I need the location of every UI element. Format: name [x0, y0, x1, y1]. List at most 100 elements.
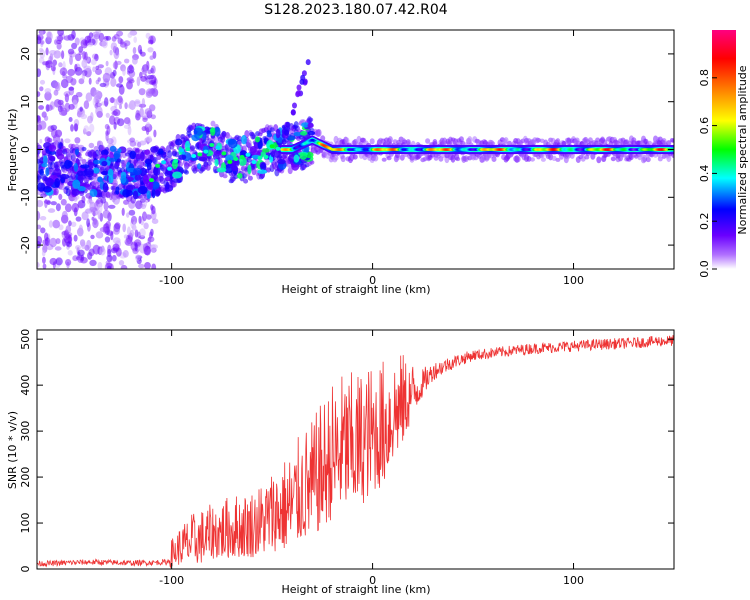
heatmap-blob-cell [275, 128, 281, 139]
heatmap-bright-spot [233, 157, 239, 161]
heatmap-noise-cell [43, 199, 51, 204]
heatmap-noise-cell [142, 117, 148, 123]
y-tick-label: -20 [19, 236, 32, 254]
heatmap-noise-cell [86, 218, 90, 228]
heatmap-halo-cell [112, 171, 118, 178]
heatmap-streak-cell [295, 90, 301, 97]
heatmap-noise-cell [93, 89, 101, 100]
heatmap-blob-cell [101, 161, 108, 166]
heatmap-blob-cell [139, 151, 145, 162]
heatmap-noise-cell [67, 68, 76, 77]
heatmap-blob-cell [153, 166, 161, 176]
heatmap-halo-cell [645, 156, 651, 163]
y-tick-label: 10 [19, 95, 32, 109]
heatmap-noise-cell [66, 241, 73, 248]
heatmap-noise-cell [49, 50, 57, 55]
heatmap-blob-cell [198, 156, 208, 162]
snr-ticks: -100 0 100 0 100 200 300 400 500 [19, 329, 674, 587]
heatmap-noise-cell [117, 95, 123, 103]
heatmap-halo-cell [387, 136, 393, 144]
heatmap-noise-cell [67, 250, 73, 256]
heatmap-blob-cell [54, 178, 61, 188]
heatmap-noise-cell [119, 104, 122, 110]
heatmap-blob-cell [237, 172, 243, 179]
heatmap-noise-cell [65, 75, 74, 84]
heatmap-blob-cell [97, 176, 103, 183]
heatmap-halo-cell [425, 138, 431, 144]
heatmap-noise-cell [146, 121, 150, 127]
heatmap-noise-cell [88, 77, 92, 85]
heatmap-noise-cell [100, 197, 107, 204]
heatmap-noise-cell [39, 86, 44, 92]
heatmap-halo-cell [37, 144, 42, 151]
heatmap-blob-cell [89, 189, 98, 197]
heatmap-blob-cell [146, 179, 154, 190]
heatmap-blob-cell [293, 154, 300, 163]
heatmap-blob-cell [231, 159, 240, 166]
heatmap-noise-cell [78, 46, 84, 53]
heatmap-noise-cell [46, 137, 53, 143]
heatmap-noise-cell [120, 264, 128, 269]
chart-title: S128.2023.180.07.42.R04 [264, 2, 447, 18]
y-tick-label: 200 [19, 467, 32, 488]
heatmap-blob-cell [133, 167, 142, 176]
heatmap-halo-cell [467, 136, 473, 144]
heatmap-halo-cell [539, 138, 545, 143]
heatmap-halo-cell [458, 136, 464, 143]
heatmap-noise-cell [105, 60, 109, 67]
heatmap-halo-cell [174, 151, 180, 158]
heatmap-noise-cell [124, 42, 128, 50]
heatmap-bright-spot [257, 155, 263, 160]
heatmap-noise-cell [90, 112, 94, 122]
y-tick-label: 500 [19, 329, 32, 350]
heatmap-halo-cell [340, 155, 346, 163]
heatmap-blob-cell [300, 130, 308, 136]
heatmap-halo-cell [491, 156, 497, 162]
heatmap-blob-cell [134, 174, 142, 181]
y-tick-label: 100 [19, 513, 32, 534]
heatmap-noise-cell [78, 224, 84, 235]
heatmap-noise-cell [147, 69, 152, 75]
heatmap-noise-cell [108, 204, 116, 209]
heatmap-bright-spot [203, 149, 209, 154]
heatmap-noise-cell [144, 108, 153, 116]
heatmap-noise-cell [77, 201, 84, 209]
heatmap-noise-cell [112, 243, 120, 252]
heatmap-noise-cell [147, 237, 152, 245]
heatmap-noise-cell [117, 118, 125, 127]
heatmap-noise-cell [138, 215, 142, 224]
heatmap-noise-cell [105, 112, 110, 118]
heatmap-noise-cell [44, 115, 49, 121]
snr-xlabel: Height of straight line (km) [281, 583, 430, 596]
heatmap-noise-cell [121, 207, 125, 216]
heatmap-noise-cell [96, 140, 101, 147]
heatmap-blob-cell [92, 167, 100, 174]
heatmap-noise-cell [41, 249, 46, 257]
heatmap-noise-cell [70, 221, 77, 227]
spectrogram-heatmap [37, 30, 674, 269]
heatmap-noise-cell [54, 82, 60, 90]
heatmap-noise-cell [68, 103, 75, 110]
y-tick-label: 20 [19, 47, 32, 61]
heatmap-blob-cell [48, 144, 57, 152]
heatmap-noise-cell [143, 222, 149, 230]
heatmap-noise-cell [136, 76, 141, 87]
heatmap-noise-cell [140, 204, 147, 210]
heatmap-noise-cell [95, 231, 104, 239]
heatmap-noise-cell [44, 237, 51, 247]
heatmap-noise-cell [139, 228, 146, 238]
heatmap-noise-cell [89, 123, 95, 133]
heatmap-noise-cell [113, 227, 120, 235]
heatmap-noise-cell [45, 60, 53, 68]
heatmap-noise-cell [109, 97, 116, 103]
heatmap-halo-cell [386, 155, 392, 161]
heatmap-blob-cell [77, 186, 86, 192]
heatmap-noise-cell [99, 227, 107, 233]
x-tick-label: -100 [159, 274, 184, 287]
heatmap-blob-cell [53, 168, 62, 176]
heatmap-halo-cell [184, 170, 189, 175]
heatmap-noise-cell [68, 117, 73, 122]
heatmap-noise-cell [104, 97, 109, 107]
heatmap-halo-cell [530, 157, 535, 162]
